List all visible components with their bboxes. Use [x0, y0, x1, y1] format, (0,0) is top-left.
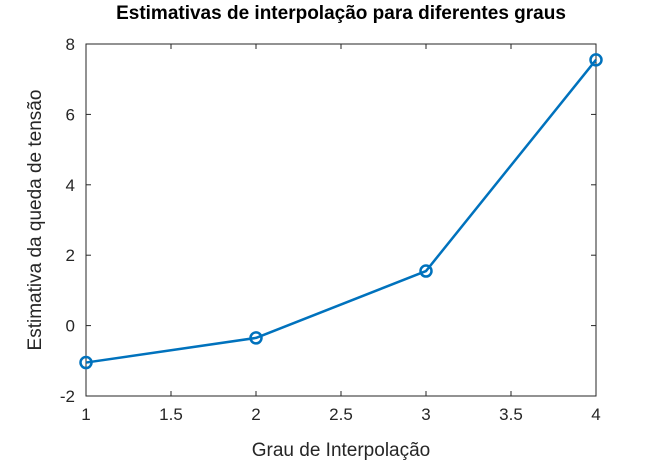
data-point	[79, 355, 93, 370]
chart-title: Estimativas de interpolação para diferen…	[116, 3, 566, 24]
x-tick-label: 2.5	[329, 405, 353, 424]
y-tick-label: -2	[60, 387, 75, 406]
data-point	[589, 53, 603, 67]
x-tick-label: 1	[81, 405, 90, 424]
y-tick-label: 6	[66, 105, 75, 124]
data-point	[249, 331, 263, 345]
y-tick-label: 8	[66, 35, 75, 54]
y-tick-label: 4	[66, 176, 75, 195]
plot-frame	[85, 43, 597, 397]
y-axis-label: Estimativa da queda de tensão	[25, 90, 46, 351]
x-tick-label: 4	[591, 405, 600, 424]
x-tick-label: 2	[251, 405, 260, 424]
plot-axes: 1 1.5 2 2.5 3 3.5 4 -2 0 2 4 6 8	[60, 35, 601, 424]
y-tick-label: 0	[66, 317, 75, 336]
x-tick-label: 3	[421, 405, 430, 424]
y-tick-label: 2	[66, 246, 75, 265]
series-line	[85, 59, 597, 364]
x-tick-label: 1.5	[159, 405, 183, 424]
series-layer	[79, 53, 603, 370]
x-tick-label: 3.5	[499, 405, 523, 424]
data-point	[419, 264, 433, 278]
x-axis-label: Grau de Interpolação	[252, 440, 431, 461]
